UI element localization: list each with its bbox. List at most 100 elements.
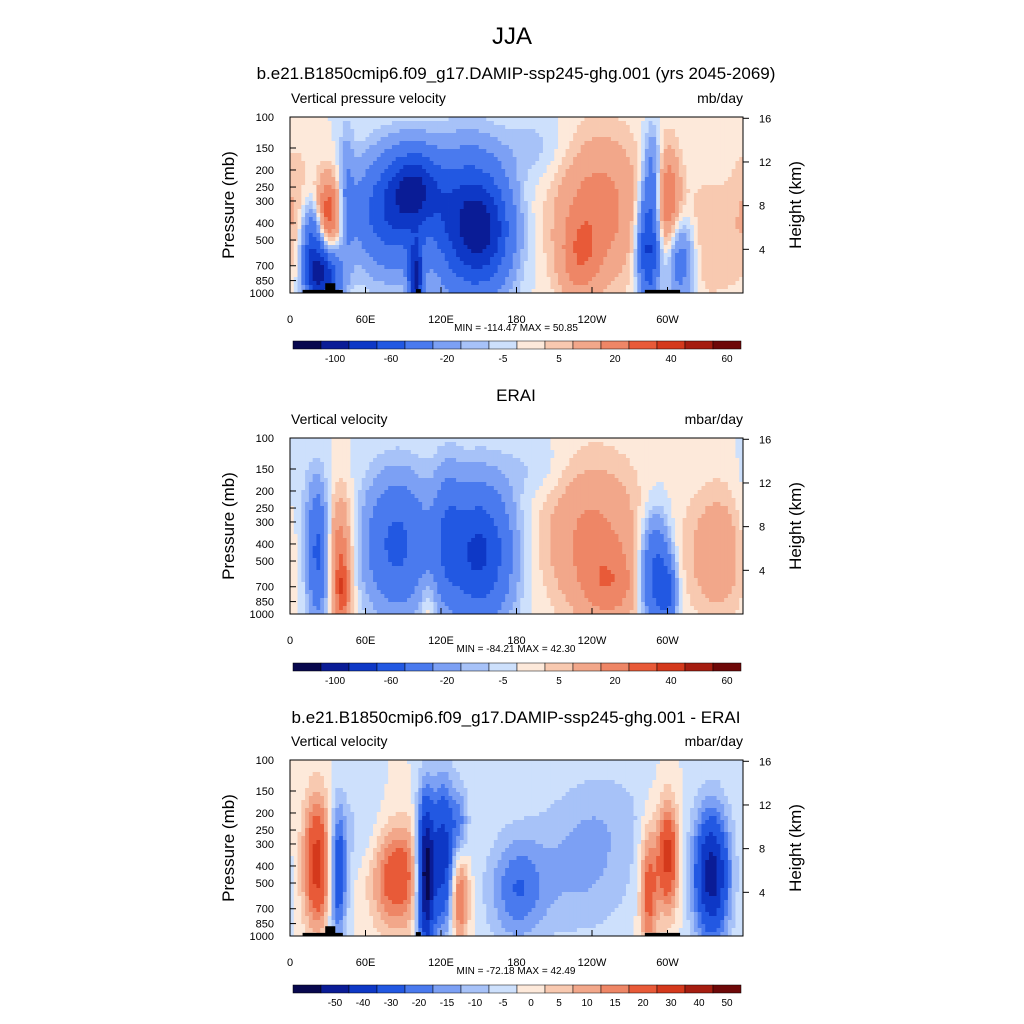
heatmap-cell	[641, 261, 646, 266]
heatmap-cell	[452, 277, 457, 282]
heatmap-cell	[625, 205, 631, 210]
heatmap-cell	[569, 193, 574, 198]
heatmap-cell	[535, 169, 540, 174]
heatmap-cell	[369, 249, 374, 254]
heatmap-cell	[467, 121, 472, 126]
heatmap-cell	[542, 201, 548, 206]
heatmap-cell	[452, 261, 457, 266]
heatmap-cell	[441, 281, 446, 286]
heatmap-cell	[493, 233, 499, 238]
heatmap-cell	[561, 189, 566, 194]
heatmap-cell	[357, 141, 363, 146]
heatmap-cell	[641, 173, 646, 178]
heatmap-cell	[622, 277, 627, 282]
heatmap-cell	[342, 205, 348, 210]
heatmap-cell	[610, 121, 616, 126]
heatmap-cell	[739, 261, 744, 266]
heatmap-cell	[305, 277, 310, 282]
heatmap-cell	[637, 165, 642, 170]
heatmap-cell	[656, 273, 661, 278]
heatmap-cell	[516, 117, 521, 122]
heatmap-cell	[546, 237, 551, 242]
heatmap-cell	[471, 149, 476, 154]
heatmap-cell	[505, 117, 510, 122]
heatmap-cell	[293, 213, 298, 218]
heatmap-cell	[603, 117, 608, 122]
heatmap-cell	[444, 117, 449, 122]
heatmap-cell	[508, 157, 514, 162]
heatmap-cell	[675, 149, 680, 154]
heatmap-cell	[712, 181, 717, 186]
heatmap-cell	[433, 217, 438, 222]
heatmap-cell	[508, 249, 514, 254]
heatmap-cell	[505, 193, 510, 198]
heatmap-cell	[316, 229, 321, 234]
heatmap-cell	[301, 281, 306, 286]
heatmap-cell	[391, 281, 397, 286]
heatmap-cell	[380, 237, 385, 242]
heatmap-cell	[376, 273, 381, 278]
heatmap-cell	[656, 173, 661, 178]
heatmap-cell	[603, 233, 608, 238]
heatmap-cell	[331, 245, 336, 250]
heatmap-cell	[648, 257, 653, 262]
heatmap-cell	[478, 253, 483, 258]
heatmap-cell	[716, 257, 721, 262]
heatmap-cell	[486, 249, 491, 254]
heatmap-cell	[671, 153, 676, 158]
heatmap-cell	[663, 257, 668, 262]
heatmap-cell	[429, 213, 434, 218]
heatmap-cell	[592, 209, 597, 214]
heatmap-cell	[357, 217, 363, 222]
heatmap-cell	[403, 237, 408, 242]
heatmap-cell	[727, 257, 733, 262]
heatmap-cell	[701, 189, 706, 194]
heatmap-cell	[667, 181, 672, 186]
heatmap-cell	[637, 245, 642, 250]
heatmap-cell	[693, 121, 699, 126]
heatmap-cell	[641, 137, 646, 142]
heatmap-cell	[505, 125, 510, 130]
heatmap-cell	[376, 153, 381, 158]
heatmap-cell	[690, 121, 695, 126]
heatmap-cell	[573, 249, 578, 254]
heatmap-cell	[573, 265, 578, 270]
heatmap-cell	[422, 281, 427, 286]
heatmap-cell	[520, 265, 525, 270]
heatmap-cell	[603, 149, 608, 154]
heatmap-cell	[516, 257, 521, 262]
heatmap-cell	[675, 121, 680, 126]
heatmap-cell	[739, 145, 744, 150]
heatmap-cell	[305, 197, 310, 202]
heatmap-cell	[308, 173, 314, 178]
heatmap-cell	[429, 237, 434, 242]
heatmap-cell	[388, 229, 393, 234]
heatmap-cell	[735, 153, 740, 158]
heatmap-cell	[425, 249, 431, 254]
heatmap-cell	[459, 149, 465, 154]
heatmap-cell	[527, 173, 532, 178]
heatmap-cell	[403, 281, 408, 286]
heatmap-cell	[667, 137, 672, 142]
heatmap-cell	[618, 265, 623, 270]
heatmap-cell	[569, 217, 574, 222]
heatmap-cell	[588, 241, 593, 246]
panel-title: b.e21.B1850cmip6.f09_g17.DAMIP-ssp245-gh…	[257, 64, 776, 83]
heatmap-cell	[301, 177, 306, 182]
heatmap-cell	[410, 185, 415, 190]
heatmap-cell	[527, 269, 532, 274]
heatmap-cell	[569, 129, 574, 134]
heatmap-cell	[576, 273, 582, 278]
heatmap-cell	[690, 221, 695, 226]
heatmap-cell	[618, 137, 623, 142]
heatmap-cell	[618, 141, 623, 146]
heatmap-cell	[637, 141, 642, 146]
heatmap-cell	[565, 161, 570, 166]
heatmap-cell	[388, 241, 393, 246]
panel-model: b.e21.B1850cmip6.f09_g17.DAMIP-ssp245-gh…	[219, 64, 805, 365]
heatmap-cell	[490, 157, 495, 162]
heatmap-cell	[357, 117, 363, 122]
heatmap-cell	[625, 249, 631, 254]
heatmap-cell	[516, 149, 521, 154]
heatmap-cell	[437, 209, 442, 214]
